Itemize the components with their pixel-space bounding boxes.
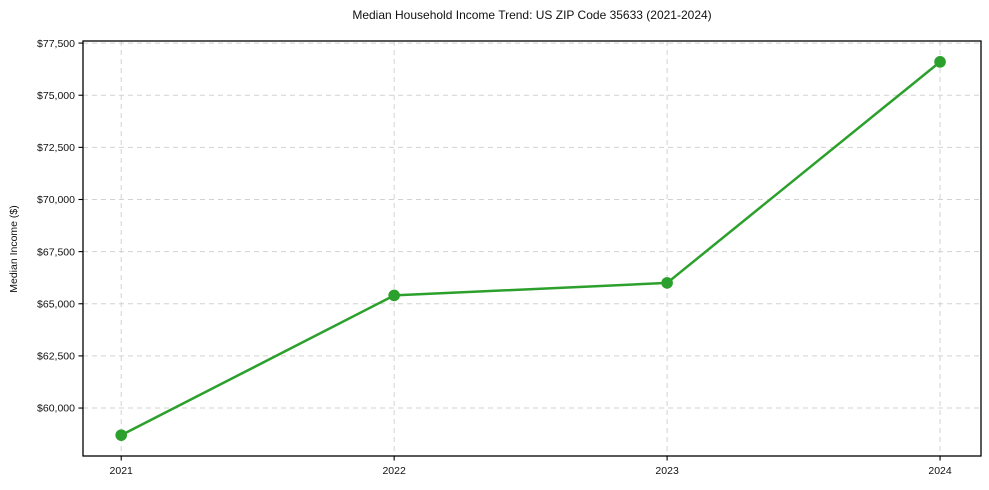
income-trend-line: [119, 60, 942, 437]
data-point-marker: [115, 429, 128, 441]
data-point-marker: [388, 289, 400, 302]
y-tick-label: $65,000: [37, 298, 75, 310]
y-tick-label: $70,000: [37, 194, 75, 206]
x-tick-label: 2022: [382, 465, 406, 477]
chart-title: Median Household Income Trend: US ZIP Co…: [352, 8, 712, 22]
y-tick-label: $60,000: [37, 403, 75, 415]
data-point-marker: [661, 277, 673, 289]
axes-box: [82, 40, 982, 457]
x-tick-label: 2024: [928, 465, 952, 477]
y-tick-label: $67,500: [37, 246, 75, 258]
y-tick-label: $77,500: [37, 38, 75, 50]
y-tick-label: $75,000: [37, 90, 75, 102]
y-tick-label: $72,500: [37, 142, 75, 154]
data-point-marker: [934, 56, 946, 68]
x-tick-label: 2023: [655, 465, 679, 477]
y-tick-label: $62,500: [37, 351, 75, 363]
x-tick-label: 2021: [110, 465, 134, 477]
